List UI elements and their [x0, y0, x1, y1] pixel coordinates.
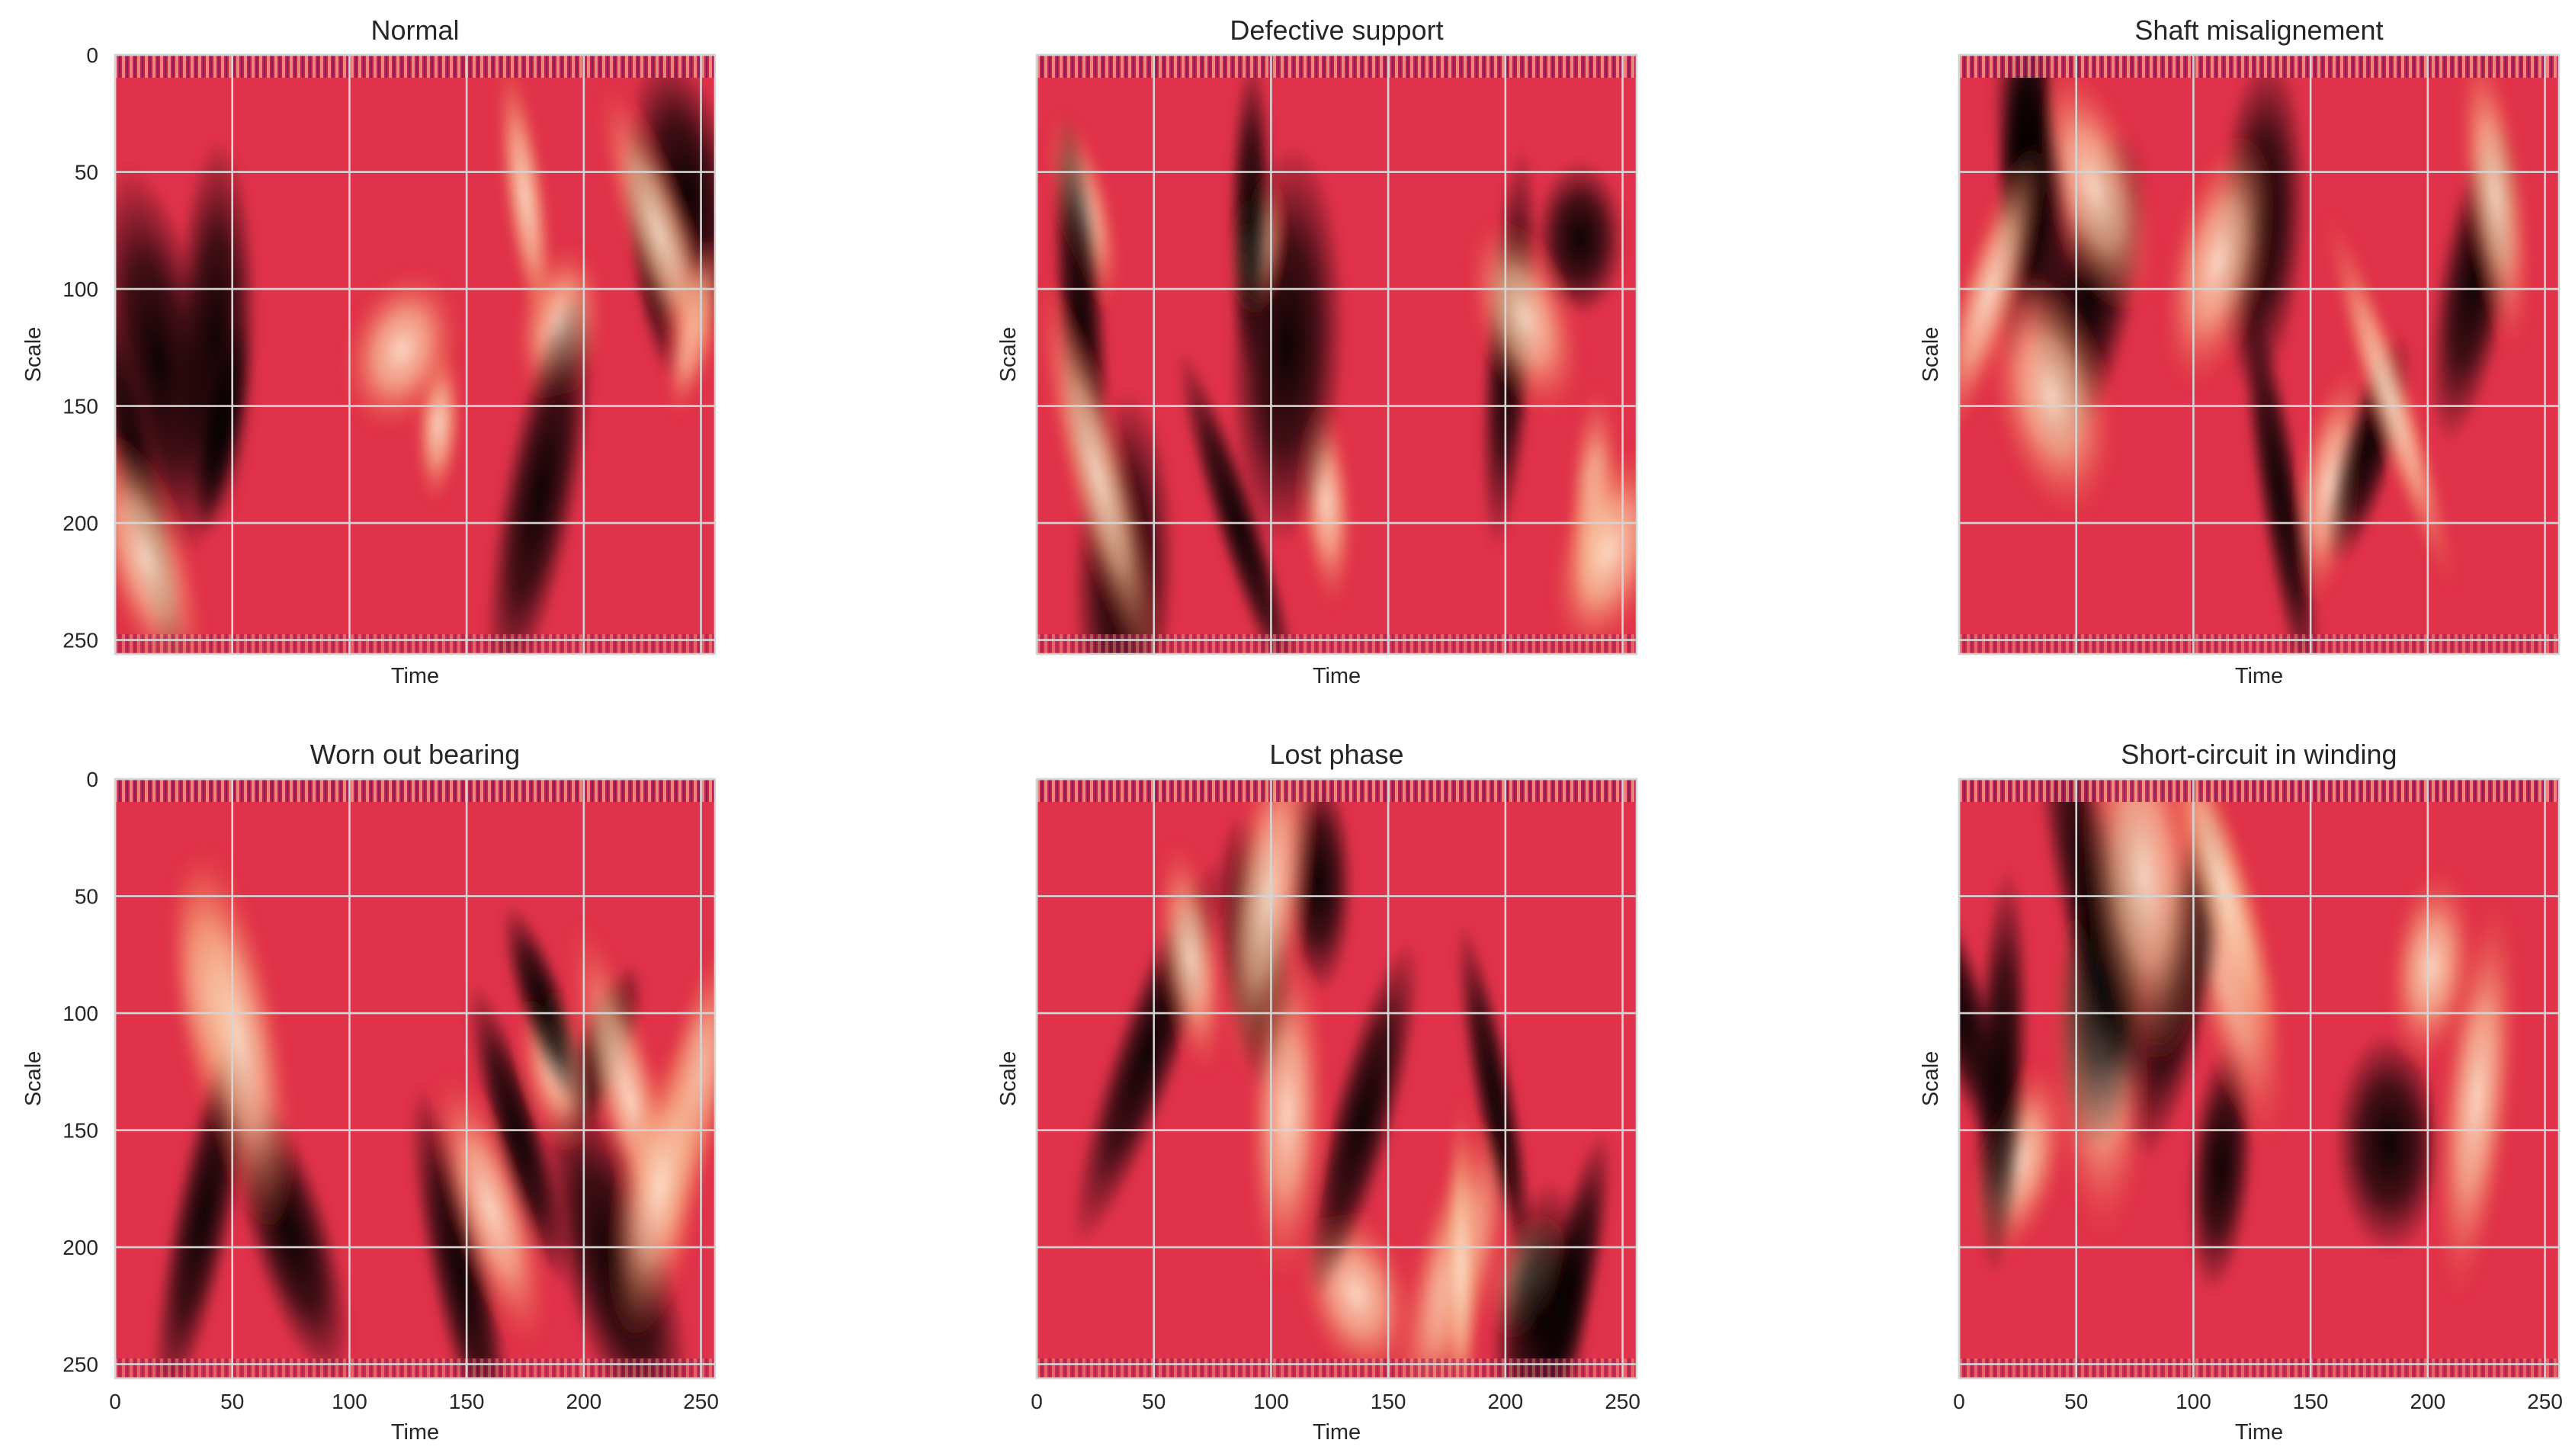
x-tick-label: 100: [332, 1390, 367, 1413]
panel-title: Short-circuit in winding: [2121, 739, 2397, 770]
x-tick-label: 100: [2176, 1390, 2211, 1413]
x-tick-label: 200: [566, 1390, 601, 1413]
x-tick-label: 150: [449, 1390, 485, 1413]
panel-title: Worn out bearing: [310, 739, 521, 770]
heatmap-image: [1959, 55, 2559, 654]
panel-4: Worn out bearing 0 50 100 150 200 250 0 50 100 150…: [21, 739, 719, 1445]
x-tick-label: 0: [1031, 1390, 1043, 1413]
heatmap-image: [1959, 779, 2559, 1378]
heatmap-image: [115, 55, 715, 654]
y-axis-label: Scale: [1919, 327, 1943, 383]
y-axis-label: Scale: [996, 1051, 1021, 1107]
x-tick-label: 50: [1142, 1390, 1166, 1413]
y-tick-label: 0: [86, 43, 98, 67]
x-axis-label: Time: [2235, 1420, 2283, 1445]
axes-frame: [1035, 778, 1638, 1380]
y-axis-label: Scale: [21, 1051, 46, 1107]
x-tick-label: 200: [2410, 1390, 2445, 1413]
x-tick-label: 50: [220, 1390, 244, 1413]
x-tick-label: 250: [683, 1390, 719, 1413]
x-tick-label: 250: [1605, 1390, 1640, 1413]
panel-3: Shaft misalignement Time Scale: [1919, 14, 2561, 688]
axes-frame: [1035, 53, 1638, 656]
axes-frame: [1958, 53, 2561, 656]
panel-6: Short-circuit in winding 0 50 100 150 200 250 T…: [1919, 739, 2563, 1445]
y-tick-label: 150: [63, 1119, 98, 1143]
y-tick-label: 100: [63, 1002, 98, 1025]
panel-title: Lost phase: [1269, 739, 1403, 770]
x-tick-label: 150: [1371, 1390, 1406, 1413]
x-tick-label: 0: [1953, 1390, 1965, 1413]
y-tick-label: 0: [86, 768, 98, 791]
x-axis-label: Time: [391, 664, 439, 688]
x-tick-label: 50: [2064, 1390, 2088, 1413]
x-tick-label: 0: [109, 1390, 121, 1413]
y-tick-label: 250: [63, 1353, 98, 1377]
y-tick-label: 200: [63, 512, 98, 535]
y-tick-label: 250: [63, 629, 98, 653]
x-tick-label: 150: [2293, 1390, 2329, 1413]
x-axis-label: Time: [391, 1420, 439, 1445]
x-axis-label: Time: [1313, 1420, 1361, 1445]
x-tick-label: 200: [1487, 1390, 1523, 1413]
y-tick-label: 150: [63, 395, 98, 419]
panel-title: Defective support: [1230, 14, 1443, 46]
x-tick-label: 100: [1253, 1390, 1289, 1413]
panel-5: Lost phase 0 50 100 150 200 250 Time Scale: [996, 739, 1640, 1445]
heatmap-image: [1037, 55, 1637, 654]
x-axis-label: Time: [2235, 664, 2283, 688]
y-tick-label: 50: [75, 885, 98, 909]
panel-2: Defective support Time Scale: [996, 14, 1638, 688]
y-tick-label: 200: [63, 1236, 98, 1259]
panel-title: Shaft misalignement: [2134, 14, 2383, 46]
y-axis-label: Scale: [1919, 1051, 1943, 1107]
y-tick-label: 100: [63, 277, 98, 301]
axes-frame: [1958, 778, 2561, 1380]
x-tick-label: 250: [2527, 1390, 2563, 1413]
y-tick-label: 50: [75, 161, 98, 184]
panel-1: Normal 0 50 100 150 200 250 Time Scale: [21, 14, 717, 688]
y-axis-label: Scale: [21, 327, 46, 383]
axes-frame: [114, 53, 717, 656]
axes-frame: [114, 778, 717, 1380]
panel-title: Normal: [370, 14, 459, 46]
heatmap-image: [1037, 779, 1637, 1378]
y-axis-label: Scale: [996, 327, 1021, 383]
x-axis-label: Time: [1313, 664, 1361, 688]
heatmap-image: [115, 779, 715, 1378]
